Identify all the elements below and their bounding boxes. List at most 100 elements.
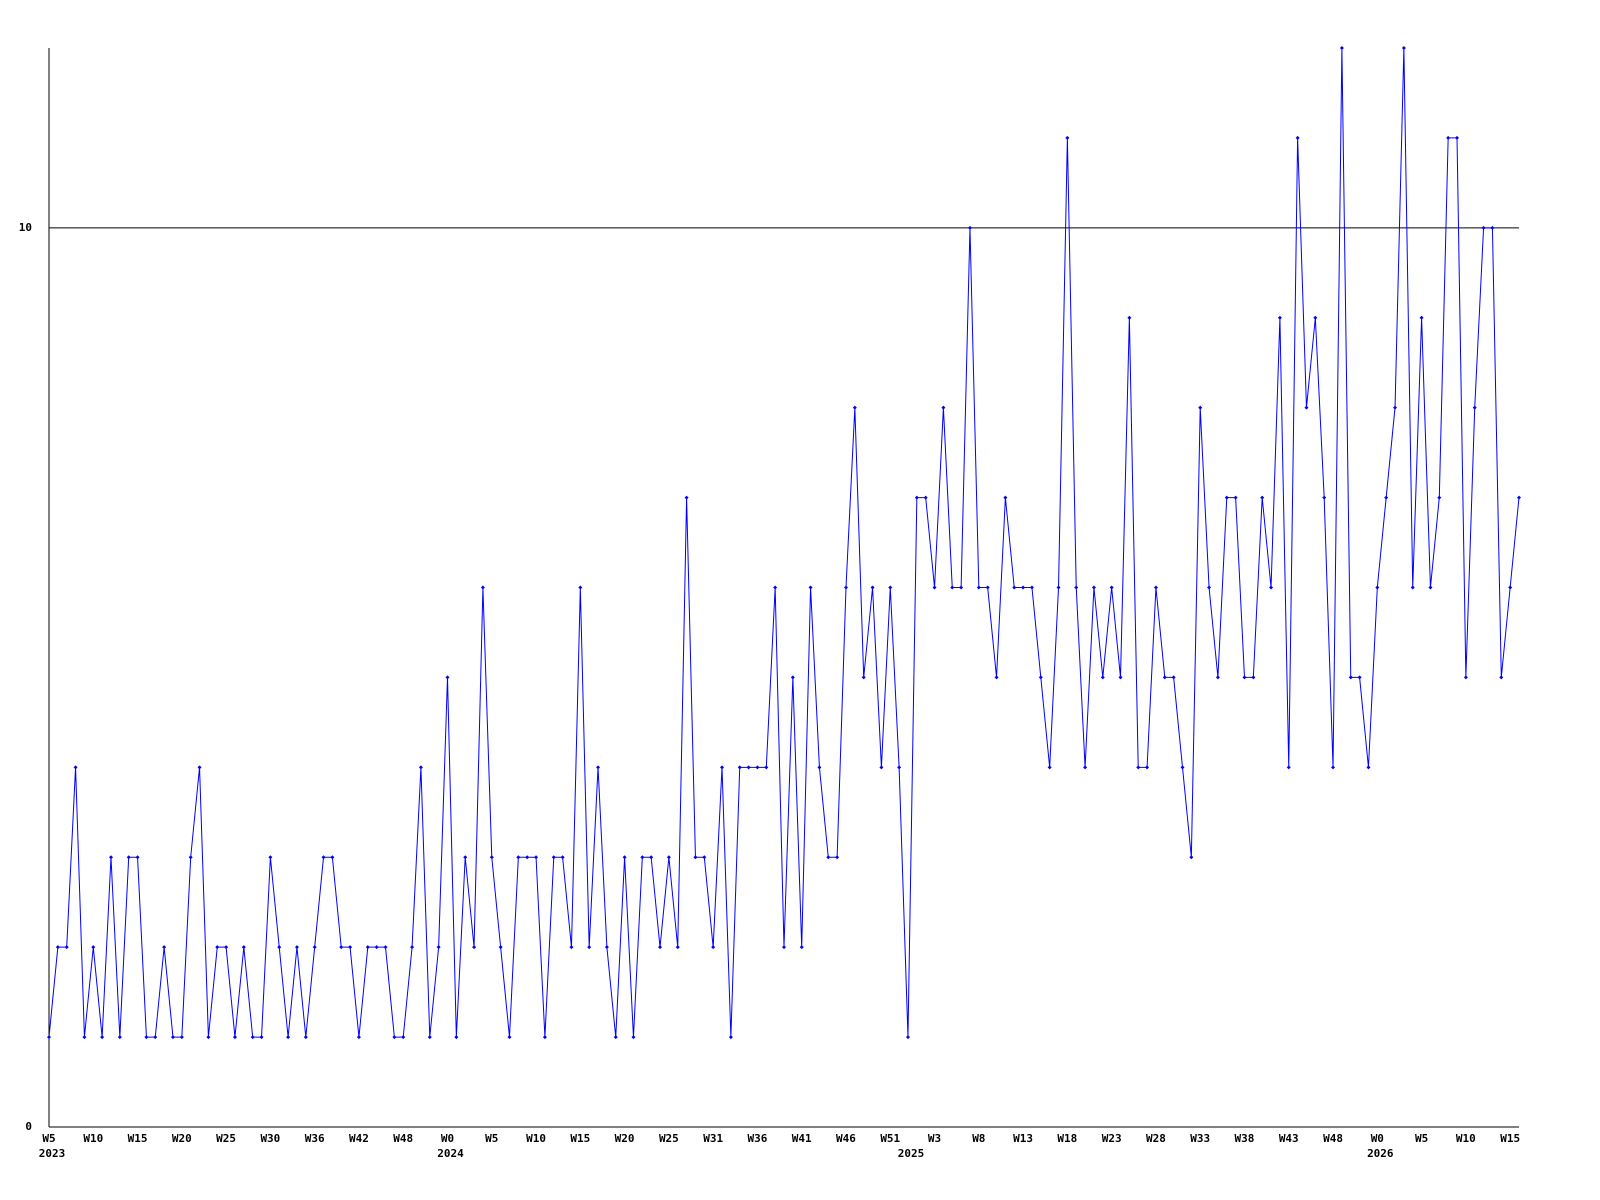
data-point bbox=[1251, 675, 1256, 680]
data-point bbox=[224, 945, 229, 950]
year-label: 2025 bbox=[898, 1147, 925, 1160]
data-point bbox=[967, 225, 972, 230]
data-point bbox=[1490, 225, 1495, 230]
y-tick-label: 10 bbox=[19, 221, 32, 234]
data-point bbox=[1021, 585, 1026, 590]
data-point bbox=[852, 405, 857, 410]
data-point bbox=[1083, 765, 1088, 770]
data-point bbox=[1286, 765, 1291, 770]
x-tick-label: W48 bbox=[393, 1132, 413, 1145]
data-point bbox=[1463, 675, 1468, 680]
data-point bbox=[684, 495, 689, 500]
x-tick-label: W3 bbox=[928, 1132, 941, 1145]
data-point bbox=[950, 585, 955, 590]
data-point bbox=[463, 855, 468, 860]
data-point bbox=[1171, 675, 1176, 680]
data-point bbox=[1242, 675, 1247, 680]
data-point bbox=[764, 765, 769, 770]
data-point bbox=[542, 1035, 547, 1040]
data-point bbox=[135, 855, 140, 860]
data-point bbox=[1499, 675, 1504, 680]
data-point bbox=[232, 1035, 237, 1040]
data-point bbox=[454, 1035, 459, 1040]
data-point bbox=[64, 945, 69, 950]
data-point bbox=[640, 855, 645, 860]
data-point bbox=[1437, 495, 1442, 500]
data-point bbox=[666, 855, 671, 860]
x-tick-label: W0 bbox=[1371, 1132, 1384, 1145]
data-point bbox=[268, 855, 273, 860]
x-tick-label: W20 bbox=[172, 1132, 192, 1145]
data-point bbox=[1074, 585, 1079, 590]
data-point bbox=[1277, 315, 1282, 320]
data-point bbox=[604, 945, 609, 950]
x-tick-label: W23 bbox=[1102, 1132, 1122, 1145]
x-tick-label: W5 bbox=[1415, 1132, 1428, 1145]
data-point bbox=[631, 1035, 636, 1040]
data-point bbox=[126, 855, 131, 860]
data-point bbox=[905, 1035, 910, 1040]
data-point bbox=[250, 1035, 255, 1040]
data-point bbox=[445, 675, 450, 680]
data-point bbox=[1481, 225, 1486, 230]
x-tick-label: W15 bbox=[570, 1132, 590, 1145]
data-point bbox=[1198, 405, 1203, 410]
data-point bbox=[1127, 315, 1132, 320]
data-point bbox=[100, 1035, 105, 1040]
data-point bbox=[365, 945, 370, 950]
data-point bbox=[596, 765, 601, 770]
data-point bbox=[773, 585, 778, 590]
data-point bbox=[410, 945, 415, 950]
x-tick-label: W43 bbox=[1279, 1132, 1299, 1145]
data-point bbox=[1322, 495, 1327, 500]
data-point bbox=[534, 855, 539, 860]
data-point bbox=[888, 585, 893, 590]
data-point bbox=[1472, 405, 1477, 410]
data-point bbox=[1419, 315, 1424, 320]
data-point bbox=[117, 1035, 122, 1040]
data-point bbox=[728, 1035, 733, 1040]
data-point bbox=[755, 765, 760, 770]
x-tick-label: W48 bbox=[1323, 1132, 1343, 1145]
data-point bbox=[1260, 495, 1265, 500]
data-point bbox=[1145, 765, 1150, 770]
x-tick-label: W42 bbox=[349, 1132, 369, 1145]
data-point bbox=[1366, 765, 1371, 770]
data-point bbox=[569, 945, 574, 950]
data-point bbox=[658, 945, 663, 950]
data-point bbox=[153, 1035, 158, 1040]
data-point bbox=[1428, 585, 1433, 590]
data-point bbox=[516, 855, 521, 860]
x-tick-label: W30 bbox=[260, 1132, 280, 1145]
data-point bbox=[994, 675, 999, 680]
data-point bbox=[879, 765, 884, 770]
data-point bbox=[861, 675, 866, 680]
x-tick-label: W20 bbox=[615, 1132, 635, 1145]
year-label: 2023 bbox=[39, 1147, 66, 1160]
data-point bbox=[47, 1035, 51, 1040]
data-point bbox=[392, 1035, 397, 1040]
data-point bbox=[188, 855, 193, 860]
data-point bbox=[215, 945, 220, 950]
data-point bbox=[525, 855, 530, 860]
data-point bbox=[374, 945, 379, 950]
data-point bbox=[383, 945, 388, 950]
data-point bbox=[1233, 495, 1238, 500]
x-tick-label: W13 bbox=[1013, 1132, 1033, 1145]
data-point bbox=[551, 855, 556, 860]
data-point bbox=[649, 855, 654, 860]
data-point bbox=[303, 1035, 308, 1040]
data-point bbox=[259, 1035, 264, 1040]
data-point bbox=[1339, 46, 1344, 50]
data-point bbox=[197, 765, 202, 770]
data-point bbox=[91, 945, 96, 950]
data-point bbox=[808, 585, 813, 590]
data-point bbox=[144, 1035, 149, 1040]
data-point bbox=[1047, 765, 1052, 770]
data-point bbox=[1508, 585, 1513, 590]
data-point bbox=[782, 945, 786, 950]
data-point bbox=[1153, 585, 1158, 590]
data-point bbox=[1091, 585, 1096, 590]
x-tick-label: W0 bbox=[441, 1132, 454, 1145]
